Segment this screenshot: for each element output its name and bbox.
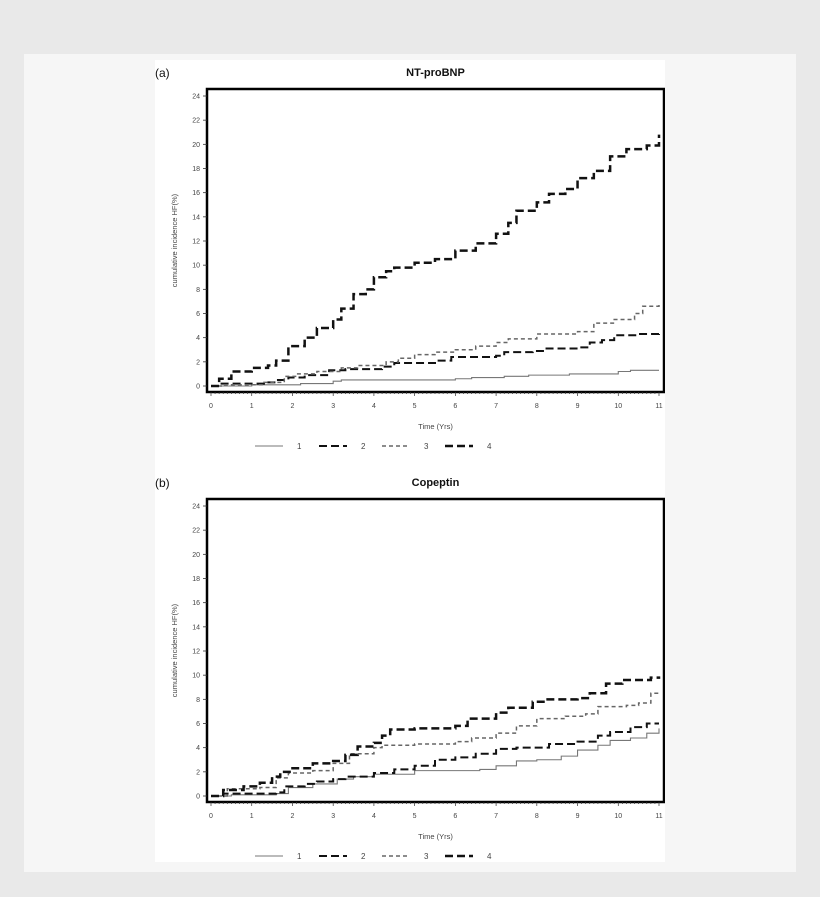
y-tick-label: 22	[192, 118, 200, 125]
y-tick-label: 18	[192, 166, 200, 173]
y-tick-label: 12	[192, 649, 200, 656]
y-tick-label: 16	[192, 190, 200, 197]
y-tick-label: 22	[192, 528, 200, 535]
x-tick-label: 4	[372, 403, 376, 410]
y-tick-label: 8	[196, 287, 200, 294]
y-tick-label: 20	[192, 142, 200, 149]
x-tick-label: 6	[453, 403, 457, 410]
y-tick-label: 14	[192, 214, 200, 221]
legend-label: 1	[297, 852, 302, 861]
y-tick-label: 18	[192, 576, 200, 583]
x-tick-label: 4	[372, 813, 376, 820]
legend-label: 2	[361, 442, 366, 451]
y-tick-label: 4	[196, 745, 200, 752]
x-tick-label: 2	[291, 403, 295, 410]
x-tick-label: 0	[209, 813, 213, 820]
x-tick-label: 5	[413, 403, 417, 410]
x-tick-label: 8	[535, 813, 539, 820]
series-line-1	[211, 728, 660, 797]
x-tick-label: 9	[576, 813, 580, 820]
legend-label: 2	[361, 852, 366, 861]
y-axis-label: cumulative incidence HF(%)	[170, 193, 179, 287]
series-line-4	[211, 676, 661, 798]
y-tick-label: 0	[196, 384, 200, 391]
legend-label: 1	[297, 442, 302, 451]
x-tick-label: 1	[250, 403, 254, 410]
x-tick-label: 6	[453, 813, 457, 820]
panel-label: (b)	[155, 476, 170, 490]
series-line-2	[211, 331, 660, 387]
figure: (a) NT-proBNP 0 2 4 6 8 10 12 14 16 18 20 22 24 0 1 2 3 4 5 6…	[155, 60, 665, 862]
x-tick-label: 1	[250, 813, 254, 820]
legend-label: 4	[487, 442, 492, 451]
x-axis-label: Time (Yrs)	[418, 422, 453, 431]
chart-title: NT-proBNP	[406, 67, 465, 79]
x-tick-label: 5	[413, 813, 417, 820]
plot-frame	[205, 497, 665, 804]
legend-label: 4	[487, 852, 492, 861]
x-axis-label: Time (Yrs)	[418, 832, 453, 841]
x-tick-label: 8	[535, 403, 539, 410]
x-tick-label: 2	[291, 813, 295, 820]
series-line-4	[211, 134, 661, 388]
x-tick-label: 7	[494, 813, 498, 820]
y-axis-label: cumulative incidence HF(%)	[170, 603, 179, 697]
x-tick-label: 10	[614, 403, 622, 410]
y-tick-label: 2	[196, 769, 200, 776]
x-tick-label: 9	[576, 403, 580, 410]
x-tick-label: 3	[331, 813, 335, 820]
panel-label: (a)	[155, 66, 170, 80]
x-tick-label: 0	[209, 403, 213, 410]
y-tick-label: 8	[196, 697, 200, 704]
y-tick-label: 10	[192, 673, 200, 680]
x-tick-label: 11	[655, 813, 662, 820]
y-tick-label: 0	[196, 794, 200, 801]
y-tick-label: 4	[196, 335, 200, 342]
series-line-2	[211, 722, 659, 797]
y-tick-label: 16	[192, 600, 200, 607]
legend-label: 3	[424, 852, 429, 861]
y-tick-label: 2	[196, 359, 200, 366]
x-tick-label: 7	[494, 403, 498, 410]
y-tick-label: 6	[196, 311, 200, 318]
y-tick-label: 20	[192, 552, 200, 559]
legend-label: 3	[424, 442, 429, 451]
y-tick-label: 10	[192, 263, 200, 270]
y-tick-label: 24	[192, 94, 200, 101]
y-tick-label: 24	[192, 504, 200, 511]
y-tick-label: 12	[192, 239, 200, 246]
y-tick-label: 6	[196, 721, 200, 728]
x-tick-label: 10	[614, 813, 622, 820]
x-tick-label: 11	[655, 403, 662, 410]
series-line-1	[211, 369, 659, 387]
chart-title: Copeptin	[412, 477, 460, 489]
y-tick-label: 14	[192, 624, 200, 631]
x-tick-label: 3	[331, 403, 335, 410]
plot-frame	[205, 87, 665, 394]
